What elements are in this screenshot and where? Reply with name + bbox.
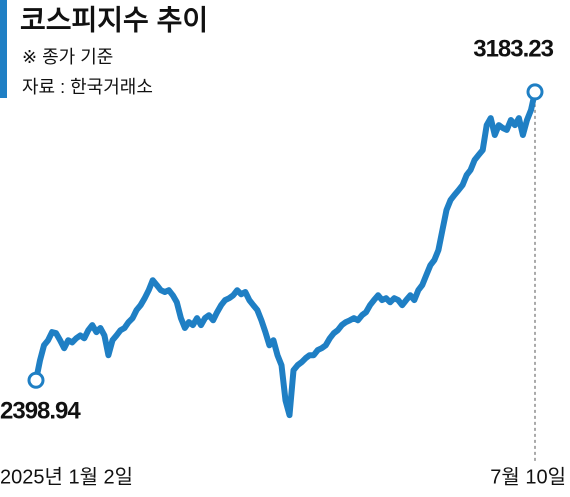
x-tick-label: 2025년 1월 2일	[0, 465, 133, 488]
source: 자료 : 한국거래소	[22, 77, 153, 97]
end-point	[27, 371, 45, 389]
x-tick-label: 7월 10일	[490, 465, 566, 488]
end-point	[526, 83, 544, 101]
data-line	[33, 88, 538, 419]
chart-title: 코스피지수 추이	[20, 4, 208, 35]
value-label: 2398.94	[0, 397, 81, 424]
note: ※ 종가 기준	[22, 47, 113, 67]
title-bar	[0, 0, 7, 98]
value-label: 3183.23	[473, 35, 553, 62]
